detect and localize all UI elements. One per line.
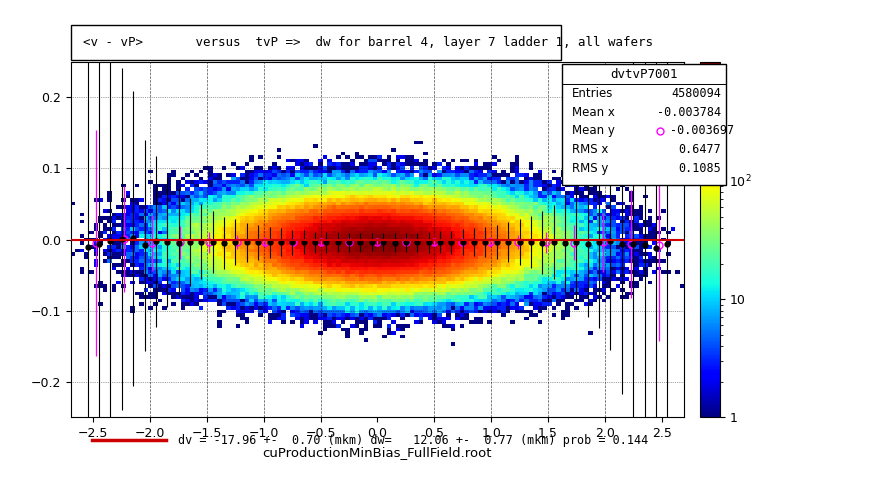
FancyBboxPatch shape: [71, 25, 561, 60]
Text: dv = -17.96 +-  0.70 (mkm) dw=   12.06 +-  0.77 (mkm) prob = 0.144: dv = -17.96 +- 0.70 (mkm) dw= 12.06 +- 0…: [178, 434, 648, 447]
Text: <v - vP>       versus  tvP =>  dw for barrel 4, layer 7 ladder 1, all wafers: <v - vP> versus tvP => dw for barrel 4, …: [83, 36, 653, 49]
Text: -0.003697: -0.003697: [670, 124, 735, 137]
Text: Entries: Entries: [572, 87, 614, 100]
Text: Mean x: Mean x: [572, 106, 615, 119]
FancyBboxPatch shape: [562, 64, 726, 185]
Text: RMS y: RMS y: [572, 162, 608, 175]
Text: RMS x: RMS x: [572, 143, 608, 156]
X-axis label: cuProductionMinBias_FullField.root: cuProductionMinBias_FullField.root: [263, 446, 492, 459]
Text: 0.1085: 0.1085: [678, 162, 721, 175]
Text: 4580094: 4580094: [671, 87, 721, 100]
Text: 0.6477: 0.6477: [678, 143, 721, 156]
Text: Mean y: Mean y: [572, 124, 615, 137]
Text: dvtvP7001: dvtvP7001: [610, 68, 678, 81]
Text: -0.003784: -0.003784: [657, 106, 721, 119]
